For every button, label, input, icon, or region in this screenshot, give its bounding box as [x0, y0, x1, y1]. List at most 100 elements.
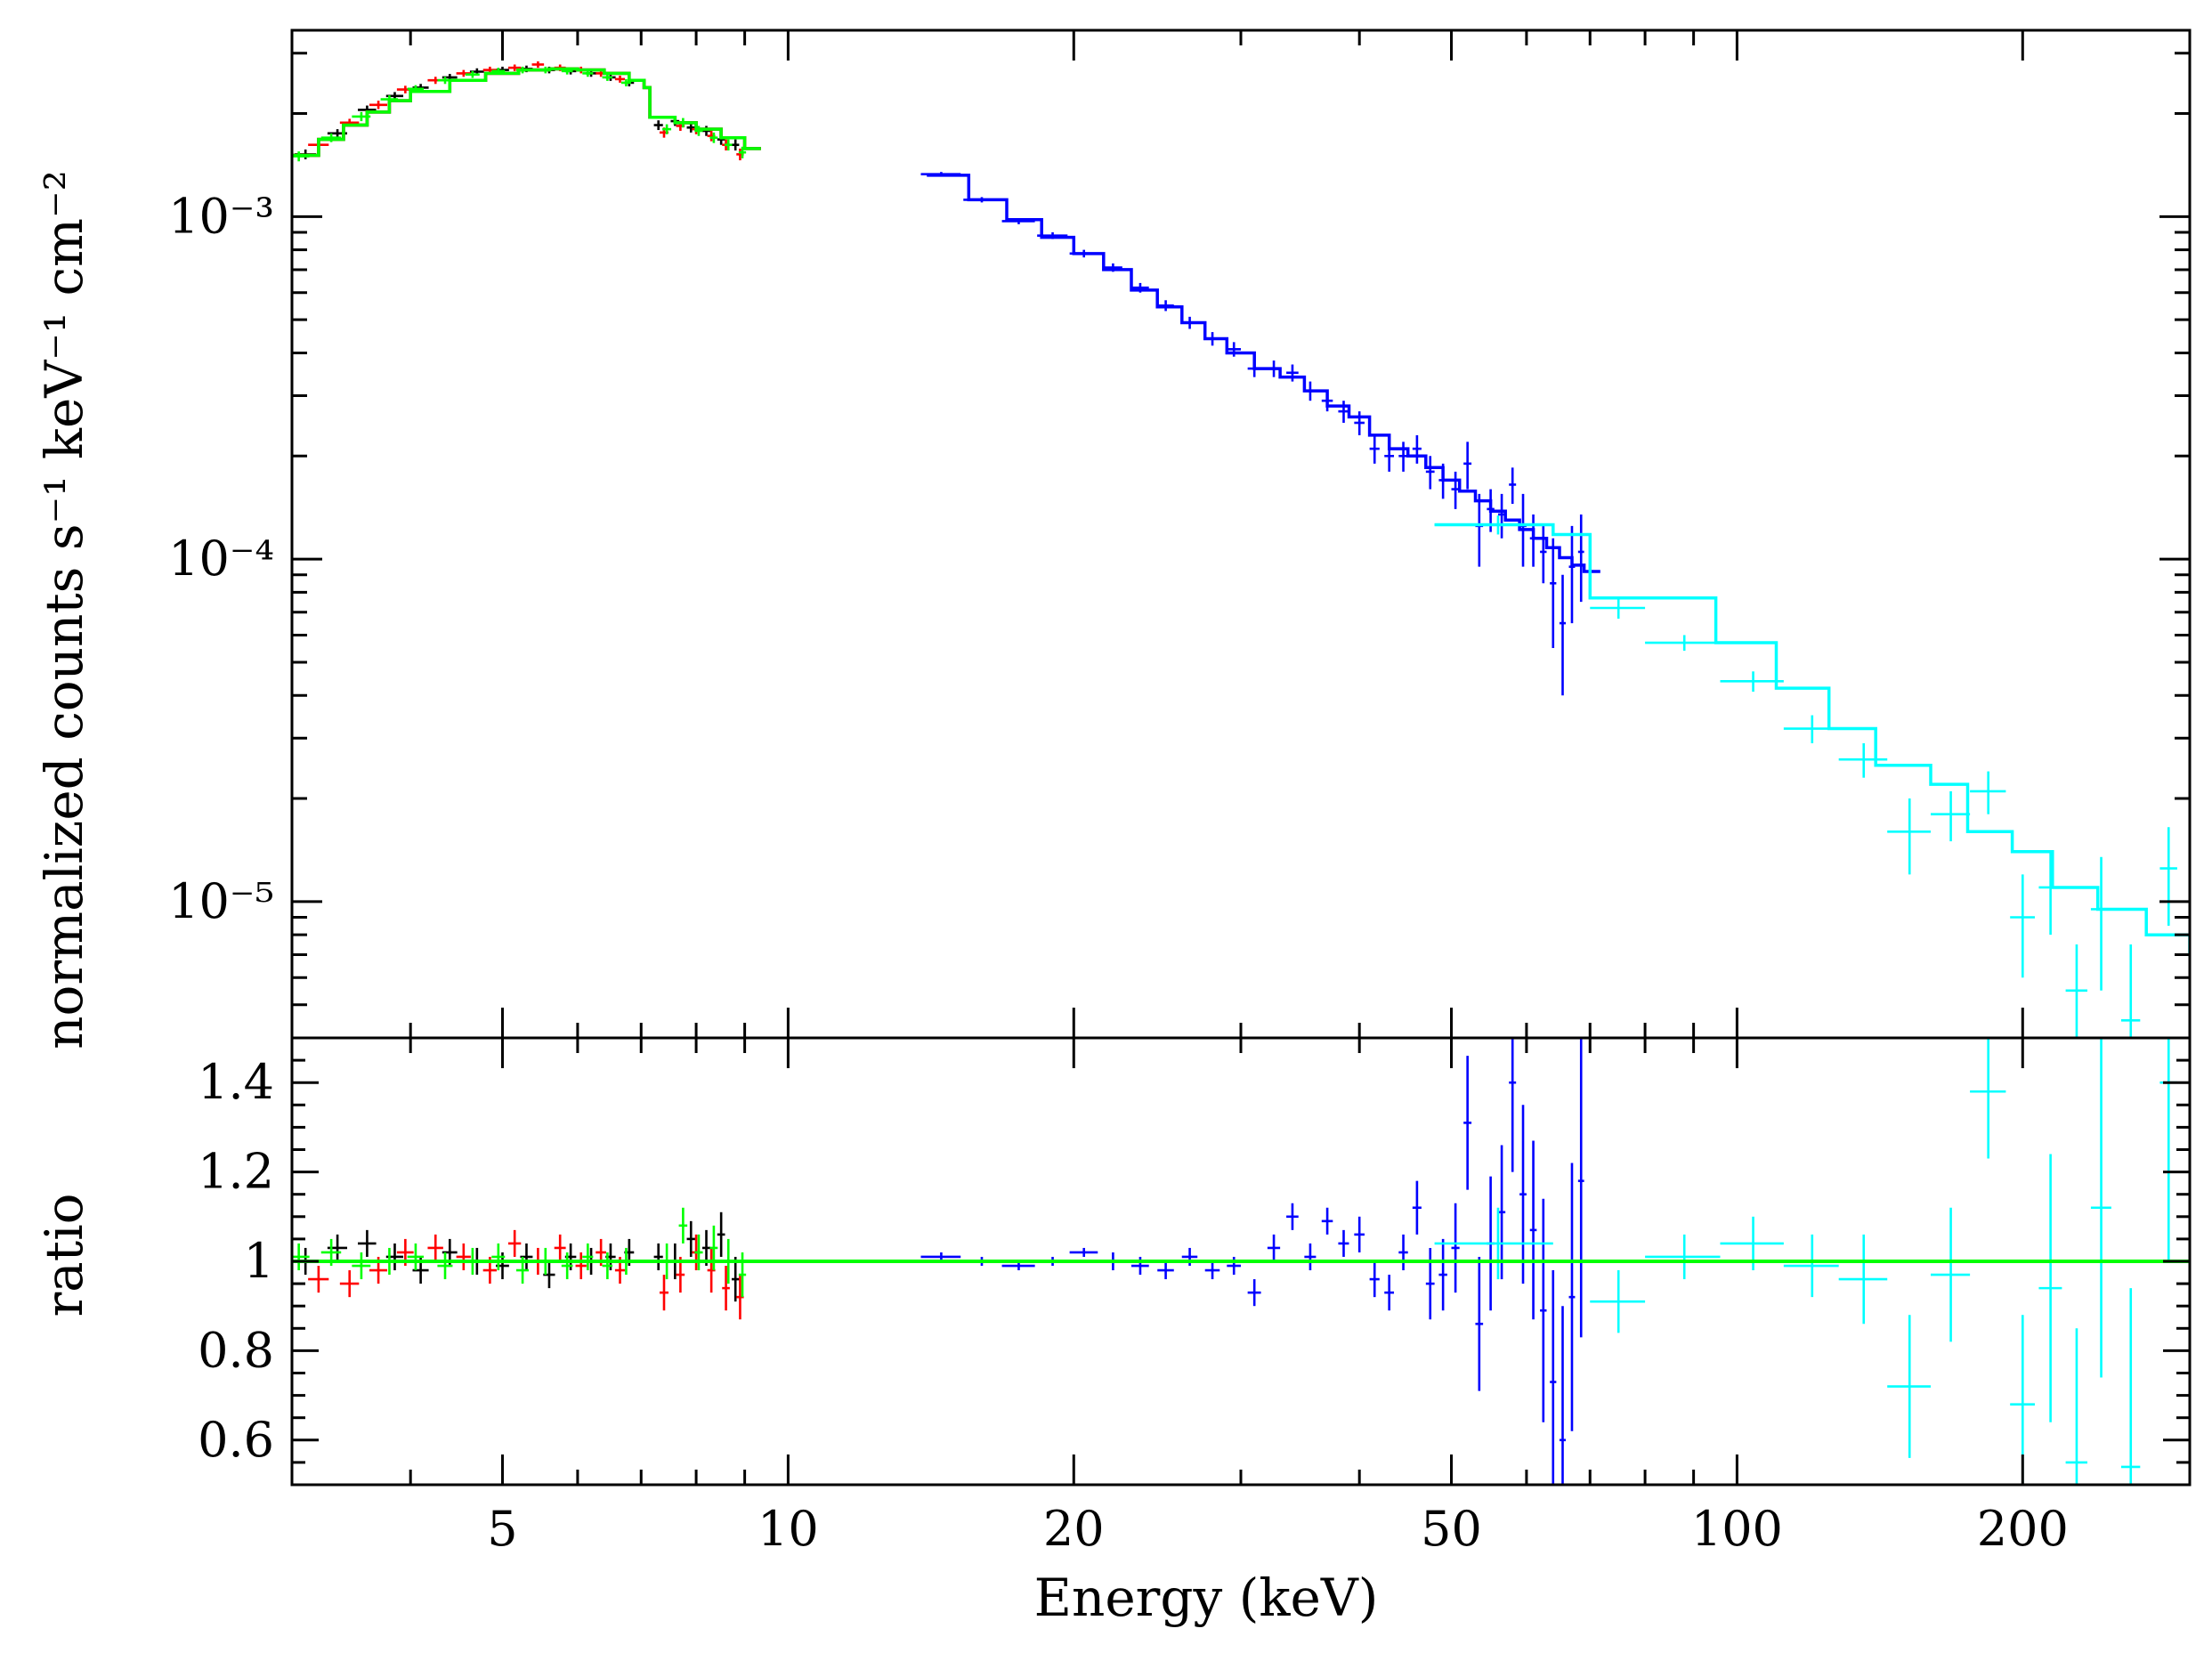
- blue-ratio-point-20: [1398, 1234, 1408, 1271]
- cyan-ratio-point-7: [1930, 1207, 1971, 1342]
- red-ratio-point-1: [339, 1270, 360, 1298]
- blue-point-17: [1354, 411, 1365, 435]
- axes: [290, 28, 2192, 1487]
- blue-ratio-point-18: [1369, 1261, 1380, 1298]
- y-tick-label-bottom-0: 0.6: [198, 1412, 274, 1468]
- blue-point-23: [1438, 463, 1447, 499]
- red-ratio-point-7: [507, 1229, 522, 1257]
- blue-point-5: [1103, 263, 1122, 272]
- blue-point-25: [1463, 442, 1472, 490]
- blue-ratio-point-12: [1267, 1234, 1281, 1261]
- green-ratio-point-5: [437, 1252, 453, 1280]
- blue-ratio-point-21: [1412, 1180, 1422, 1235]
- spectrum-panel-data: [292, 61, 2190, 1038]
- x-tick-label-100: 100: [1691, 1501, 1783, 1557]
- red-point-2: [369, 101, 387, 109]
- green-point-6: [465, 70, 480, 78]
- cyan-point-6: [1887, 798, 1931, 875]
- blue-point-18: [1369, 434, 1380, 464]
- green-ratio-point-11: [582, 1243, 594, 1271]
- red-ratio-point-0: [308, 1266, 329, 1293]
- green-point-1: [320, 133, 342, 142]
- blue-model-step: [927, 174, 1600, 573]
- blue-point-20: [1398, 442, 1408, 472]
- black-ratio-point-16: [686, 1220, 695, 1257]
- y-tick-label-top-0: 10⁻³: [168, 188, 274, 244]
- cyan-ratio-point-2: [1645, 1234, 1721, 1280]
- x-tick-label-5: 5: [487, 1501, 517, 1557]
- cyan-point-5: [1838, 742, 1888, 778]
- blue-point-8: [1181, 316, 1198, 329]
- cyan-point-0: [1434, 515, 1553, 535]
- cyan-point-7: [1930, 790, 1971, 842]
- y-axis-label-bottom: ratio: [34, 1193, 94, 1317]
- blue-ratio-point-24: [1451, 1203, 1460, 1293]
- green-point-18: [724, 139, 733, 151]
- blue-ratio-point-9: [1204, 1261, 1220, 1280]
- cyan-ratio-point-12: [2090, 1038, 2111, 1378]
- ratio-panel-data: [292, 1038, 2190, 1485]
- red-point-12: [614, 75, 626, 83]
- blue-ratio-point-31: [1529, 1140, 1537, 1320]
- blue-point-32: [1540, 525, 1547, 584]
- blue-point-1: [963, 197, 1000, 203]
- green-point-17: [709, 132, 718, 143]
- blue-point-6: [1130, 282, 1149, 293]
- blue-ratio-point-7: [1157, 1261, 1174, 1280]
- blue-ratio-point-29: [1509, 1038, 1517, 1172]
- blue-point-22: [1425, 456, 1435, 490]
- blue-ratio-point-15: [1321, 1207, 1333, 1235]
- blue-point-3: [1037, 231, 1068, 239]
- red-point-8: [531, 61, 545, 69]
- green-ratio-point-4: [407, 1243, 424, 1271]
- blue-ratio-point-23: [1438, 1238, 1447, 1311]
- cyan-ratio-point-8: [1970, 1038, 2006, 1159]
- y-tick-label-top-1: 10⁻⁴: [168, 531, 274, 587]
- y-axis-label-top: normalized counts s⁻¹ keV⁻¹ cm⁻²: [34, 170, 94, 1049]
- green-point-11: [582, 69, 594, 77]
- green-ratio-point-10: [561, 1252, 573, 1280]
- green-ratio-point-7: [491, 1243, 506, 1271]
- black-ratio-point-18: [717, 1211, 725, 1257]
- x-tick-label-20: 20: [1043, 1501, 1105, 1557]
- blue-point-28: [1497, 493, 1506, 539]
- cyan-point-12: [2090, 856, 2111, 991]
- cyan-point-14: [2159, 827, 2177, 927]
- red-ratio-point-10: [575, 1252, 587, 1280]
- y-tick-label-bottom-1: 0.8: [198, 1322, 274, 1378]
- blue-ratio-point-8: [1181, 1247, 1198, 1267]
- cyan-point-1: [1590, 597, 1646, 620]
- black-ratio-point-19: [731, 1256, 740, 1302]
- cyan-point-2: [1645, 635, 1721, 652]
- blue-point-9: [1204, 332, 1220, 346]
- blue-point-4: [1069, 249, 1098, 258]
- blue-point-10: [1227, 342, 1241, 357]
- blue-ratio-point-22: [1425, 1247, 1435, 1320]
- cyan-point-11: [2065, 944, 2087, 1038]
- red-ratio-point-17: [722, 1266, 730, 1311]
- cyan-model-step: [1434, 523, 2190, 957]
- blue-point-0: [920, 172, 961, 177]
- blue-point-12: [1267, 361, 1281, 377]
- black-point-16: [686, 122, 695, 133]
- green-point-16: [694, 126, 703, 136]
- blue-ratio-point-32: [1540, 1198, 1547, 1422]
- blue-point-16: [1338, 401, 1349, 423]
- tick-labels: 5 10 20 50 100 200 10⁻³ 10⁻⁴ 10⁻⁵ 0.6 0.8 1 1.2 1.4: [168, 188, 2069, 1557]
- green-point-15: [678, 117, 688, 128]
- cyan-ratio-point-0: [1434, 1207, 1553, 1280]
- y-tick-label-bottom-4: 1.4: [198, 1054, 274, 1110]
- black-point-19: [731, 139, 740, 151]
- green-ratio-point-2: [352, 1252, 371, 1280]
- cyan-point-8: [1970, 771, 2006, 814]
- green-point-9: [539, 66, 552, 74]
- green-point-10: [561, 68, 573, 75]
- green-point-7: [491, 68, 506, 75]
- cyan-ratio-point-5: [1838, 1234, 1888, 1325]
- black-ratio-point-2: [358, 1229, 377, 1257]
- blue-ratio-point-14: [1304, 1243, 1317, 1271]
- blue-ratio-point-10: [1227, 1256, 1241, 1276]
- blue-point-35: [1568, 525, 1576, 624]
- blue-point-15: [1321, 391, 1333, 412]
